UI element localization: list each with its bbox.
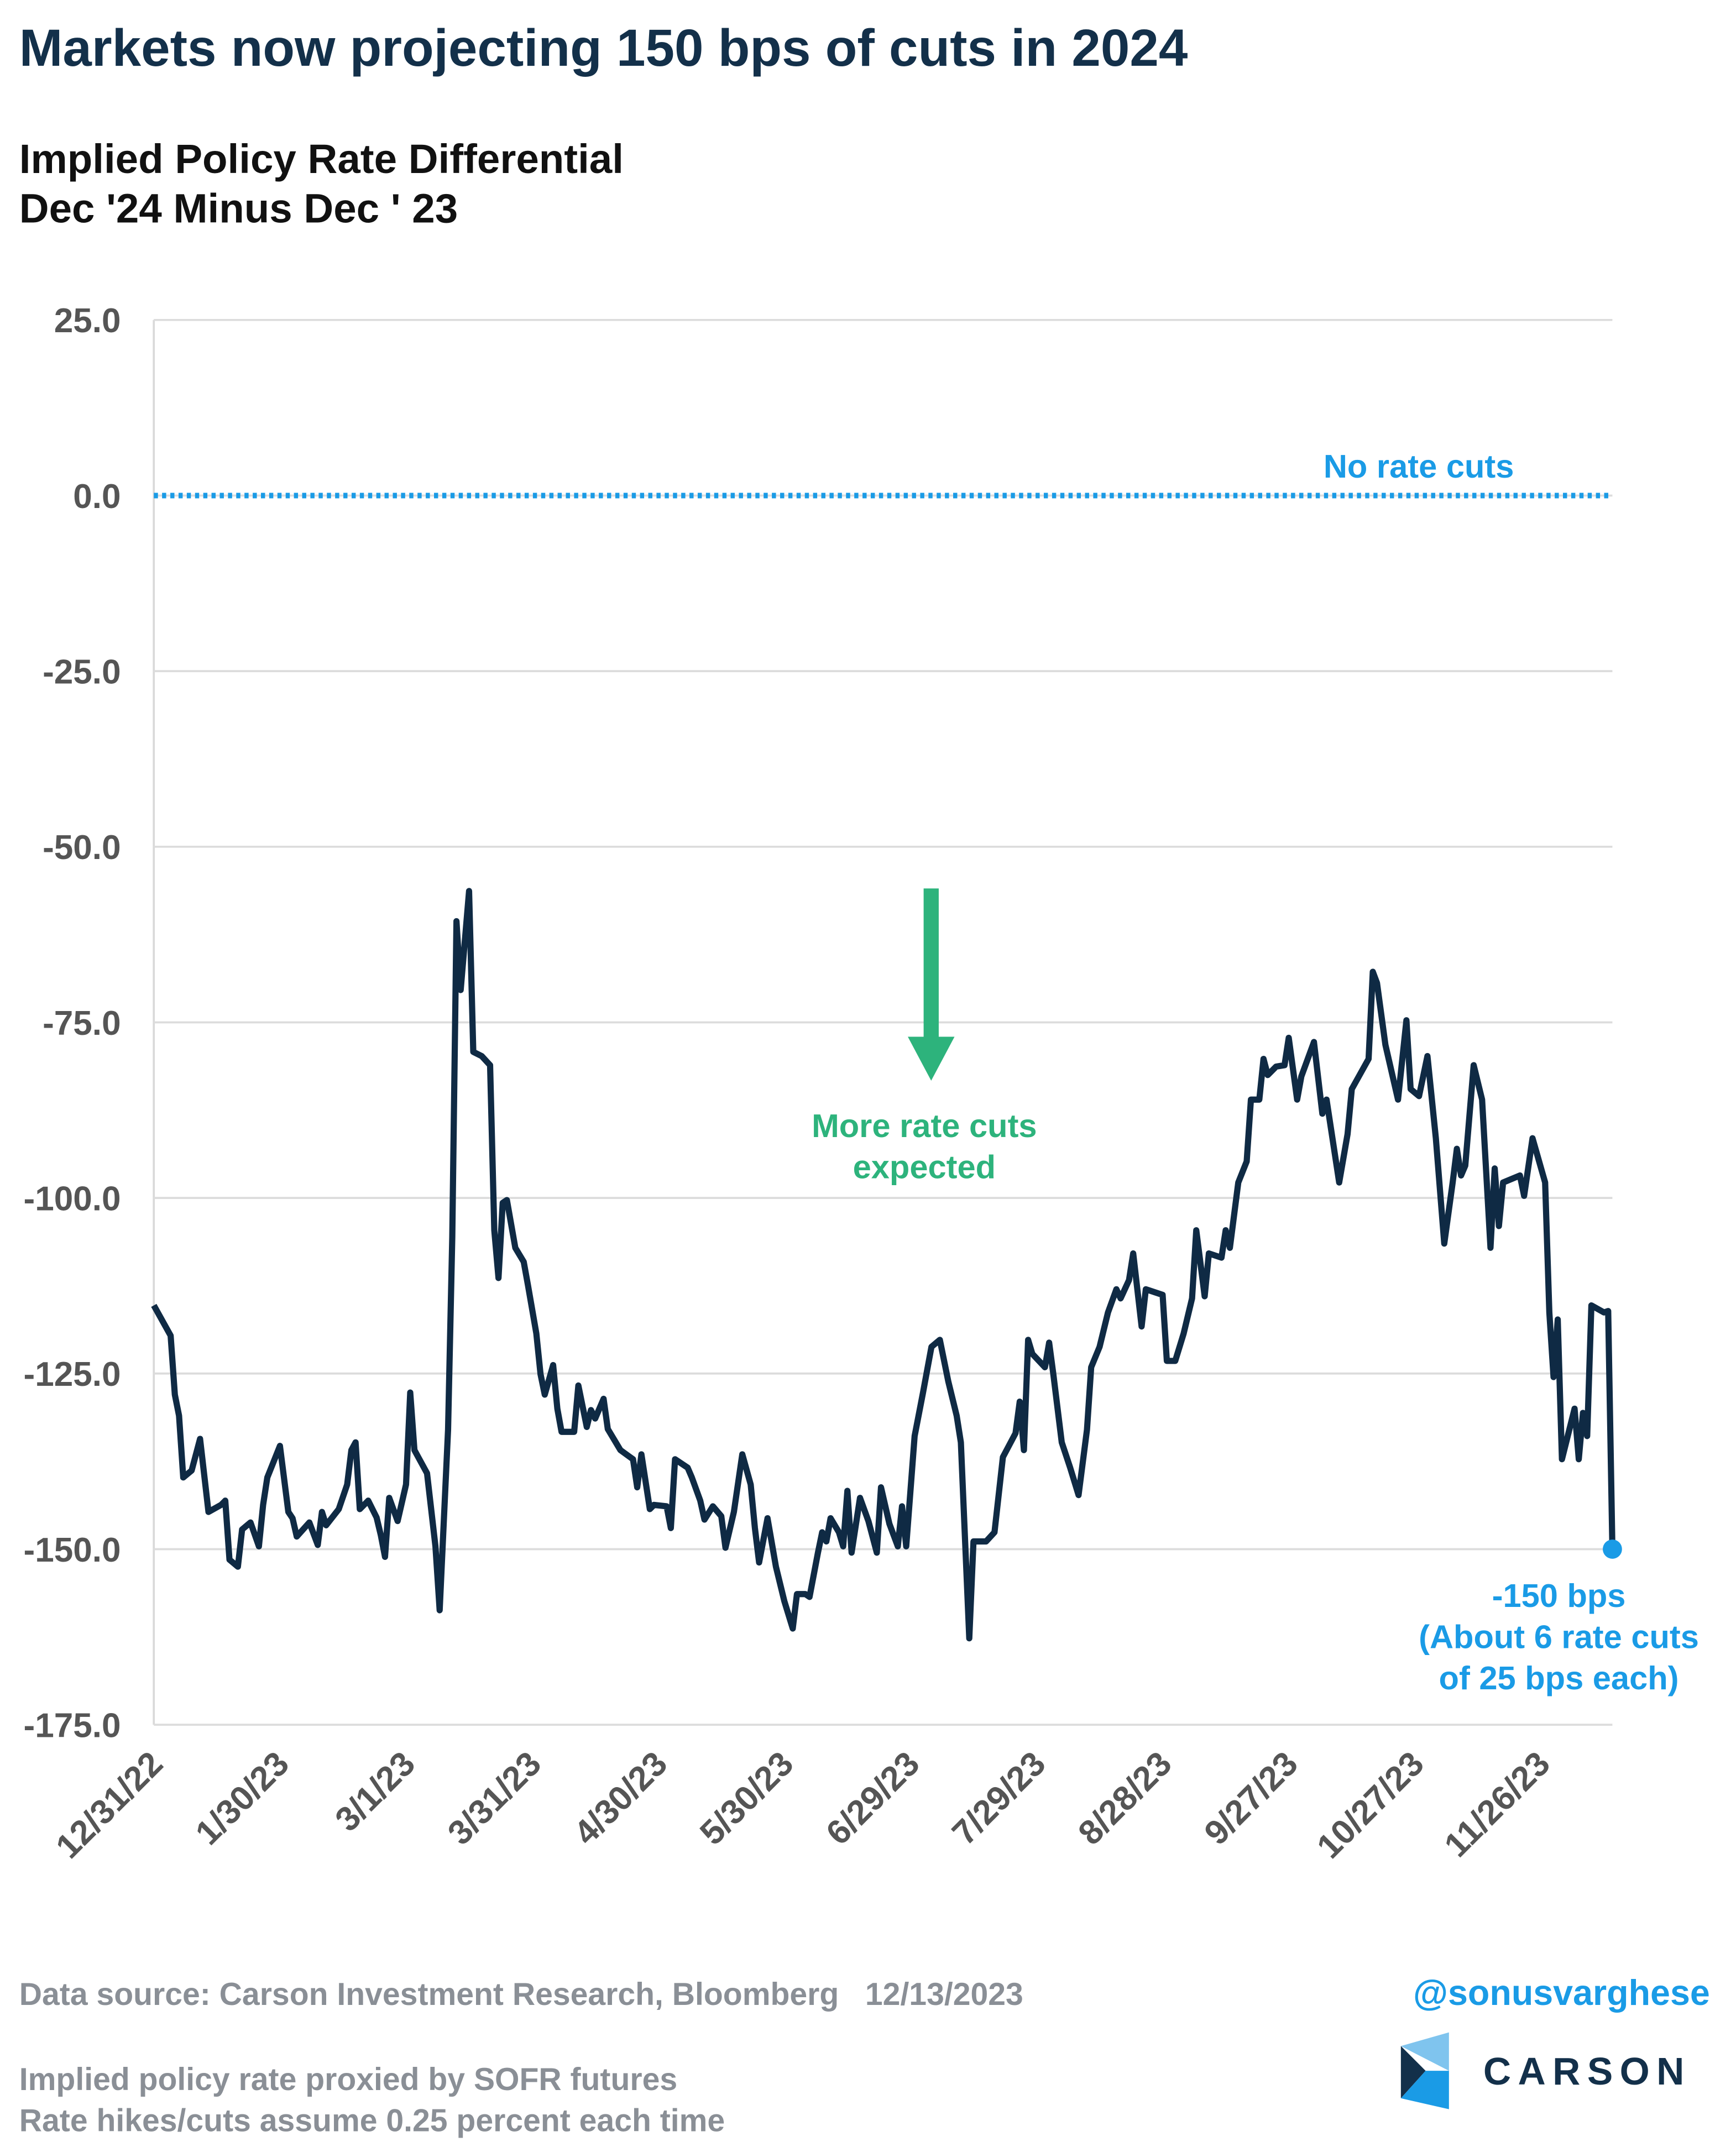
arrow-head: [908, 1036, 955, 1081]
y-tick-label: -175.0: [24, 1706, 121, 1745]
end-annotation: (About 6 rate cuts: [1419, 1618, 1699, 1655]
y-tick-label: -125.0: [24, 1355, 121, 1394]
end-annotation: -150 bps: [1492, 1577, 1626, 1614]
annotation-text: More rate cuts: [812, 1107, 1037, 1144]
logo-shape: [1400, 2032, 1449, 2071]
annotation-text: expected: [853, 1148, 996, 1185]
chart-subtitle: Implied Policy Rate Differential: [19, 136, 624, 182]
logo-shape: [1400, 2046, 1426, 2098]
reference-label: No rate cuts: [1324, 448, 1514, 485]
y-tick-label: -25.0: [43, 653, 121, 691]
y-tick-label: -100.0: [24, 1180, 121, 1218]
end-annotation: of 25 bps each): [1439, 1659, 1679, 1696]
end-point: [1603, 1539, 1622, 1559]
footnote: Rate hikes/cuts assume 0.25 percent each…: [19, 2103, 725, 2138]
logo-text: CARSON: [1483, 2050, 1691, 2093]
data-line: [151, 888, 1616, 1642]
source-note: Data source: Carson Investment Research,…: [19, 1977, 1023, 2012]
y-tick-label: 0.0: [73, 478, 121, 516]
y-tick-label: -75.0: [43, 1004, 121, 1043]
y-tick-label: 25.0: [54, 302, 121, 340]
author-handle: @sonusvarghese: [1413, 1973, 1710, 2013]
y-tick-label: -150.0: [24, 1531, 121, 1569]
chart-subtitle: Dec '24 Minus Dec ' 23: [19, 185, 458, 231]
footnote: Implied policy rate proxied by SOFR futu…: [19, 2062, 677, 2097]
logo: CARSON: [1400, 2032, 1691, 2109]
chart-title: Markets now projecting 150 bps of cuts i…: [19, 19, 1188, 77]
y-tick-label: -50.0: [43, 829, 121, 867]
logo-shape: [1400, 2071, 1449, 2109]
